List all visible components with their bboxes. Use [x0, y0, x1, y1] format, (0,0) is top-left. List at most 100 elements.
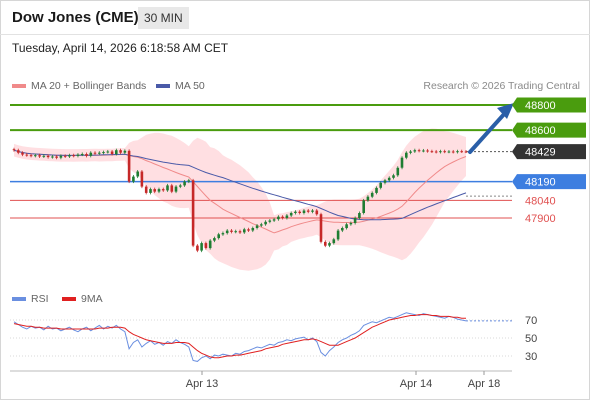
candle	[123, 150, 127, 153]
candle	[379, 182, 382, 188]
candle	[251, 228, 255, 231]
price-label-48429: 48429	[525, 147, 556, 159]
candle	[21, 152, 24, 155]
forecast-arrow-icon	[468, 110, 508, 154]
price-label-47900: 47900	[525, 213, 556, 225]
candle	[405, 152, 408, 158]
ma20-label: MA 20 + Bollinger Bands	[31, 80, 147, 92]
candle	[319, 214, 323, 242]
legend-9ma: 9MA	[62, 293, 103, 305]
candle	[353, 218, 357, 223]
chart-datetime: Tuesday, April 14, 2026 6:18:58 AM CET	[12, 41, 229, 55]
candle	[161, 189, 165, 191]
ma9-swatch-icon	[62, 297, 76, 301]
candle	[447, 151, 451, 153]
price-tag-48600	[512, 122, 586, 138]
candle	[277, 216, 280, 220]
candle	[140, 171, 144, 187]
candle	[396, 167, 400, 176]
candle	[370, 192, 374, 197]
candle	[174, 186, 178, 192]
candle	[196, 245, 199, 251]
candle	[80, 154, 84, 155]
candle	[110, 151, 114, 154]
timeframe-selector[interactable]: 30 MIN	[138, 7, 189, 29]
price-tag-48429	[512, 144, 586, 160]
candle	[170, 185, 174, 192]
candle	[136, 171, 139, 177]
x-tick-label: Apr 14	[400, 378, 432, 390]
candle	[119, 150, 122, 153]
legend-rsi: RSI	[12, 293, 49, 305]
candle	[260, 224, 263, 226]
candle	[127, 150, 131, 182]
candle	[345, 224, 348, 229]
candle	[366, 196, 370, 201]
candle	[72, 155, 75, 157]
candle	[179, 185, 182, 187]
candle	[451, 151, 455, 153]
ma50-swatch-icon	[156, 84, 170, 88]
candle	[375, 187, 378, 193]
price-label-48800: 48800	[525, 100, 556, 112]
x-tick-label: Apr 18	[468, 378, 500, 390]
ma50-line	[13, 149, 467, 221]
candle	[434, 151, 438, 153]
candle	[255, 225, 259, 228]
header-divider	[0, 34, 590, 35]
candle	[153, 189, 156, 192]
candle	[439, 151, 442, 153]
candle	[85, 154, 88, 156]
candle	[34, 155, 37, 157]
candle	[383, 180, 387, 183]
candle	[55, 156, 58, 158]
candle	[213, 238, 216, 241]
candle	[89, 152, 93, 156]
candle	[336, 230, 340, 240]
candle	[238, 231, 242, 233]
rsi-series-rsi	[13, 312, 467, 362]
candle	[183, 181, 186, 186]
candle	[187, 180, 191, 182]
candle	[191, 180, 195, 246]
candle	[144, 186, 148, 193]
candle	[430, 151, 434, 153]
candle	[464, 151, 468, 153]
candle	[328, 243, 331, 246]
candle	[456, 151, 459, 153]
candle	[443, 151, 446, 153]
ma9-label: 9MA	[81, 293, 103, 305]
candle	[17, 150, 20, 153]
price-label-48040: 48040	[525, 195, 556, 207]
candle	[204, 243, 208, 249]
candle	[115, 150, 118, 154]
candle	[460, 151, 463, 153]
candle	[59, 155, 63, 158]
candle	[157, 189, 161, 192]
candle	[230, 230, 233, 232]
price-label-48600: 48600	[525, 125, 556, 137]
candle	[332, 239, 336, 244]
candle	[311, 210, 314, 212]
x-tick-label: Apr 13	[186, 378, 218, 390]
rsi-level-label-70: 70	[525, 315, 537, 327]
candle	[306, 210, 310, 212]
candle	[51, 156, 54, 158]
rsi-level-label-50: 50	[525, 333, 537, 345]
candle	[349, 223, 353, 225]
candle	[302, 210, 306, 213]
candle	[324, 241, 327, 246]
forecast-arrowhead-icon	[497, 103, 514, 119]
candle	[106, 151, 110, 153]
candle	[208, 240, 212, 249]
chart-credit: Research © 2026 Trading Central	[423, 80, 580, 92]
candle	[68, 155, 71, 157]
candle	[315, 210, 319, 215]
rsi-swatch-icon	[12, 297, 26, 301]
candle	[285, 215, 289, 218]
candle	[298, 211, 301, 213]
ma50-label: MA 50	[175, 80, 205, 92]
candle	[243, 229, 246, 233]
candle	[272, 219, 276, 221]
